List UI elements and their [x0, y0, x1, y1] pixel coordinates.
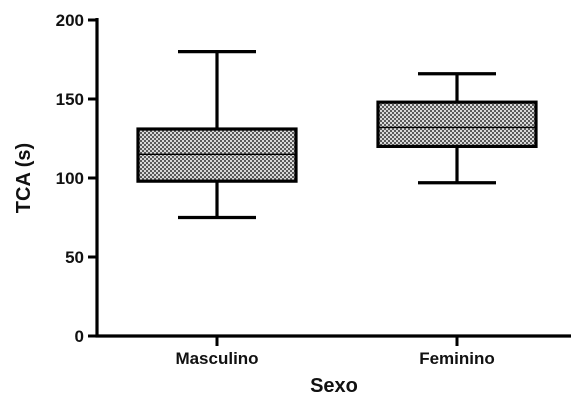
y-tick-label-50: 50 [65, 248, 84, 267]
x-tick-label-feminino: Feminino [419, 349, 495, 368]
box-masculino [136, 49, 298, 220]
y-axis-title: TCA (s) [13, 143, 35, 213]
iqr-box-feminino [376, 100, 538, 149]
box-feminino [376, 72, 538, 185]
boxes [136, 49, 538, 220]
y-tick-label-200: 200 [56, 11, 84, 30]
x-axis-ticks: Masculino Feminino [175, 336, 495, 368]
y-axis-ticks: 0 50 100 150 200 [56, 11, 97, 346]
x-axis-title: Sexo [310, 375, 358, 397]
iqr-box-masculino [136, 127, 298, 183]
x-tick-label-masculino: Masculino [175, 349, 258, 368]
y-tick-label-150: 150 [56, 90, 84, 109]
y-tick-label-100: 100 [56, 169, 84, 188]
y-tick-label-0: 0 [75, 327, 84, 346]
